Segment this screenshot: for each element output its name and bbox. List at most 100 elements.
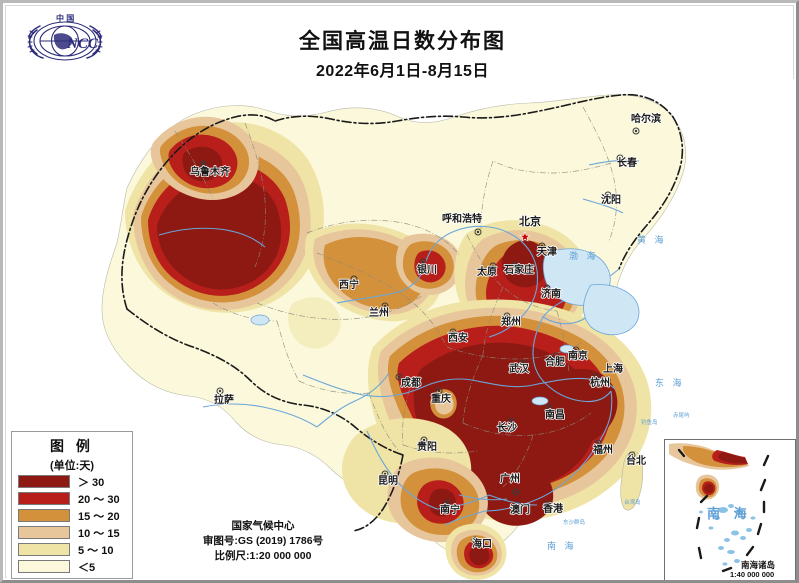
city-marker-2: 西宁: [338, 275, 360, 292]
city-marker-13: 沈阳: [600, 191, 622, 207]
city-dot-core-icon: [383, 304, 387, 308]
city-dot-core-icon: [445, 501, 449, 505]
city-dot-core-icon: [218, 389, 222, 393]
city-dot-core-icon: [605, 378, 609, 382]
city-marker-16: 成都: [395, 373, 422, 390]
city-marker-7: 天津: [536, 242, 558, 259]
city-dot-icon: [435, 387, 443, 395]
rivers: [158, 159, 640, 510]
city-marker-15: 郑州: [500, 312, 522, 329]
city-dot-icon: [381, 470, 389, 478]
city-marker-24: 长沙: [496, 417, 518, 435]
legend-title: 图 例: [50, 438, 94, 454]
city-dot-icon: [216, 387, 224, 395]
city-dot-core-icon: [540, 244, 544, 248]
city-marker-9: 太原: [475, 262, 498, 279]
city-dot-icon: [616, 154, 624, 162]
city-marker-28: 昆明: [377, 470, 399, 488]
city-dot-core-icon: [634, 129, 638, 133]
city-dot-core-icon: [476, 230, 480, 234]
legend-unit: (单位:天): [50, 460, 94, 472]
city-label: 香港: [543, 502, 564, 515]
city-marker-11: 哈尔滨: [630, 111, 662, 135]
island-label-1: 赤尾屿: [673, 411, 690, 419]
city-dot-icon: [512, 488, 520, 496]
city-dot-core-icon: [546, 502, 550, 506]
city-label: 拉萨: [214, 393, 234, 406]
page-title: 全国高温日数分布图: [299, 30, 506, 53]
city-marker-21: 上海: [602, 361, 624, 384]
city-label: 沈阳: [601, 193, 621, 206]
city-dot-icon: [381, 302, 389, 310]
city-label: 成都: [401, 376, 421, 389]
city-dot-core-icon: [451, 330, 455, 334]
city-dot-icon: [592, 373, 600, 381]
capital-star-icon: [519, 231, 531, 242]
band-gt30-tarim: [157, 174, 282, 290]
island-label-0: 钓鱼岛: [641, 418, 658, 426]
city-marker-22: 杭州: [589, 373, 611, 390]
legend-row: 10 ～ 15: [18, 524, 132, 541]
island-label-2: 东沙群岛: [563, 518, 586, 526]
city-label: 长春: [617, 156, 637, 169]
city-marker-5: 呼和浩特: [441, 211, 483, 236]
city-dot-core-icon: [437, 389, 441, 393]
city-label: 南京: [568, 349, 588, 362]
city-label: 重庆: [431, 392, 451, 405]
city-dot-icon: [603, 376, 611, 384]
island-label-3: 台湾岛: [624, 498, 641, 506]
south-china-sea-inset: 南 海 南海诸岛 1:40 000 000: [664, 439, 796, 580]
city-label: 海口: [472, 537, 492, 550]
taiwan-island: [620, 451, 643, 511]
city-label: 澳门: [510, 503, 530, 516]
city-dot-core-icon: [596, 441, 600, 445]
inset-caption: 南海诸岛: [741, 560, 775, 570]
city-marker-26: 台北: [625, 451, 647, 468]
sea-label-0: 黄 海: [637, 234, 667, 245]
city-label: 合肥: [544, 355, 565, 368]
legend-label: ＞ 30: [78, 476, 105, 489]
legend-label: ＜5: [78, 561, 96, 574]
legend-swatch: [18, 560, 70, 573]
city-dot-icon: [572, 346, 580, 354]
legend-swatch: [18, 543, 70, 556]
city-dot-icon: [350, 275, 358, 283]
credits-scale: 比例尺:1:20 000 000: [214, 550, 312, 562]
band-5-10-tibet-edge: [288, 297, 341, 349]
lakes-and-bays: [250, 248, 640, 406]
city-label: 昆明: [378, 475, 398, 487]
city-label: 天津: [537, 245, 557, 258]
city-dot-icon: [552, 352, 560, 360]
city-dot-core-icon: [473, 538, 477, 542]
sea-label-3: 渤 海: [569, 250, 599, 261]
city-marker-14: 西安: [447, 328, 469, 345]
city-dot-icon: [503, 312, 511, 320]
city-dot-icon: [420, 436, 428, 444]
city-dot-icon: [489, 262, 497, 270]
legend-swatch: [18, 526, 70, 539]
city-label: 郑州: [501, 315, 521, 328]
credits-agency: 国家气候中心: [231, 520, 295, 532]
city-dot-icon: [604, 191, 612, 199]
inset-reefs: [699, 504, 756, 566]
city-dot-icon: [511, 261, 519, 269]
city-dot-core-icon: [630, 453, 634, 457]
city-dot-icon: [519, 359, 527, 367]
city-dot-core-icon: [574, 348, 578, 352]
logo-ncc-text: NCC: [66, 36, 99, 52]
city-label: 南昌: [545, 408, 565, 421]
city-marker-12: 长春: [616, 154, 638, 170]
city-marker-1: 拉萨: [213, 387, 235, 407]
city-label: 呼和浩特: [442, 212, 482, 225]
city-dot-core-icon: [554, 354, 558, 358]
city-marker-10: 济南: [540, 284, 562, 301]
city-dot-icon: [471, 536, 479, 544]
city-label: 兰州: [369, 306, 389, 319]
city-dot-core-icon: [618, 156, 622, 160]
city-label: 西宁: [339, 278, 359, 291]
city-label: 广州: [500, 472, 520, 485]
inset-scale: 1:40 000 000: [730, 570, 774, 579]
city-dot-core-icon: [545, 286, 549, 290]
city-dot-icon: [628, 451, 636, 459]
